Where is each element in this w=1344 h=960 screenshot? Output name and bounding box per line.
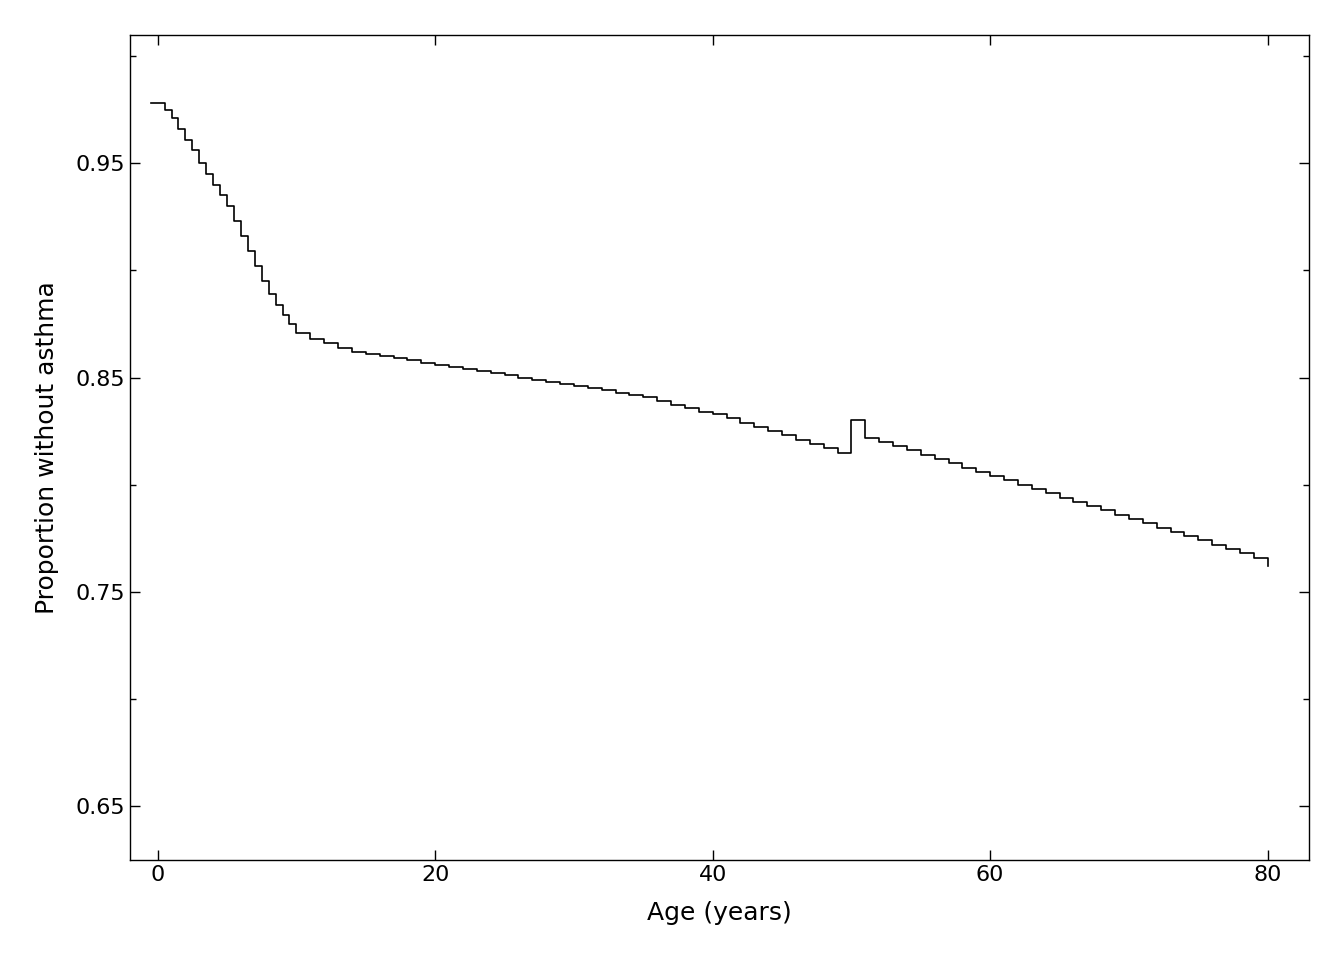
Y-axis label: Proportion without asthma: Proportion without asthma	[35, 281, 59, 613]
X-axis label: Age (years): Age (years)	[648, 901, 792, 925]
